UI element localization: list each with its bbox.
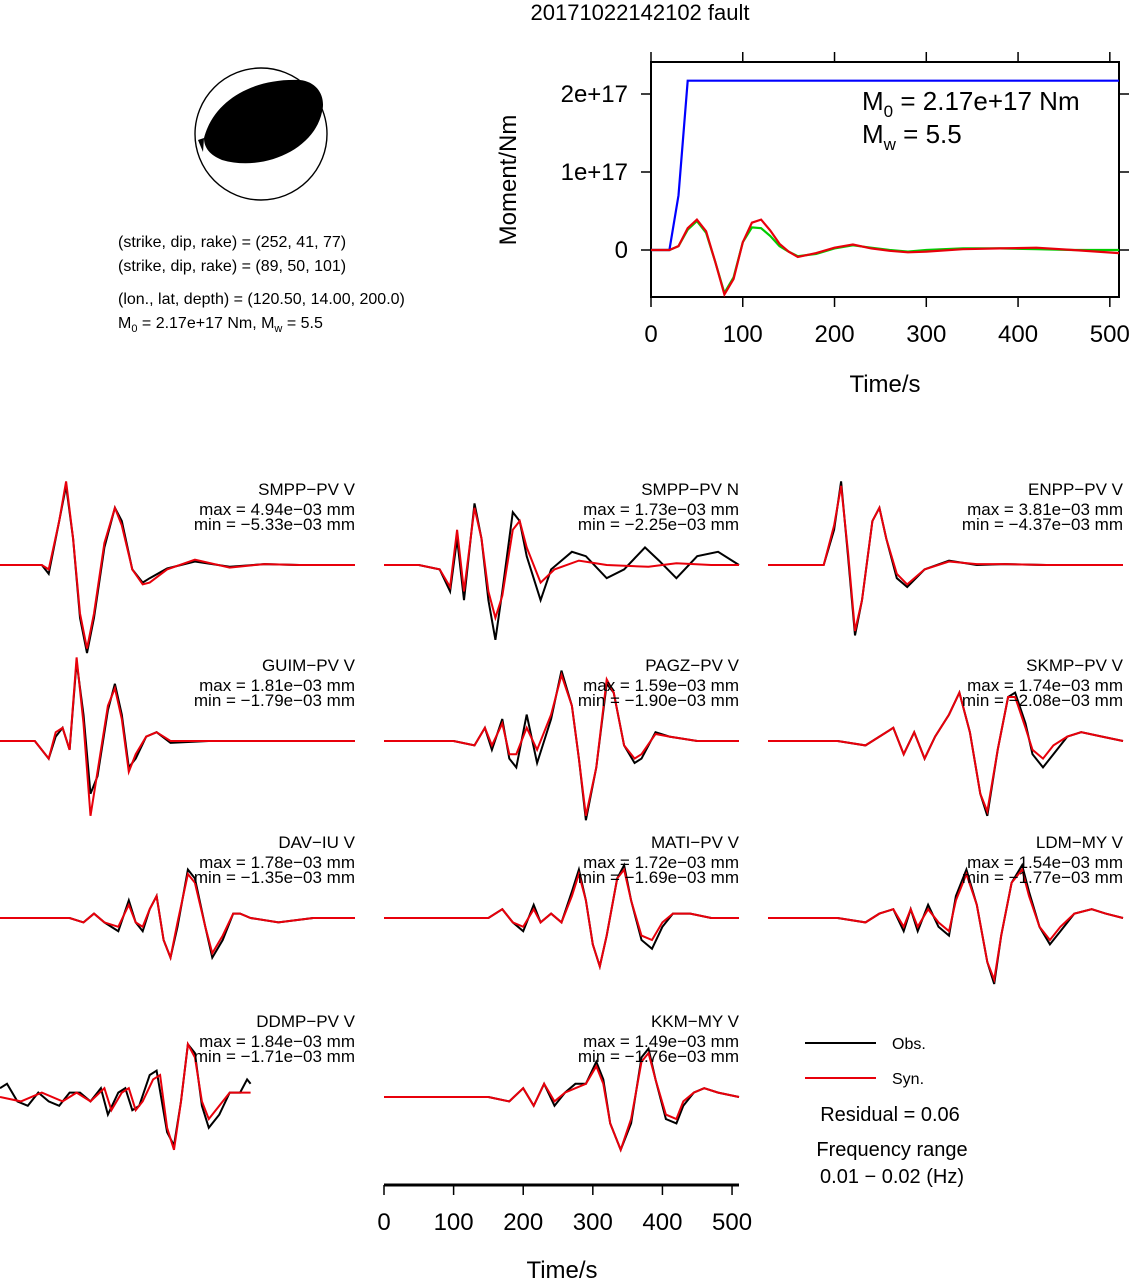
frequency-range-title: Frequency range xyxy=(816,1139,967,1161)
moment-rate-plot: 0 100 200 300 400 500 0 1e+17 2e+17 Moment/Nm Ti… xyxy=(495,52,1130,398)
legend-obs-label: Obs. xyxy=(892,1036,926,1053)
station-name: ENPP−PV V xyxy=(1028,480,1124,499)
station-min: min = −1.69e−03 mm xyxy=(578,868,739,887)
plane2-text: (strike, dip, rake) = (89, 50, 101) xyxy=(118,258,346,275)
station-min: min = −1.35e−03 mm xyxy=(194,868,355,887)
beachball-compression-sliver xyxy=(198,138,204,152)
station-min: min = −2.25e−03 mm xyxy=(578,515,739,534)
time-axis-tick-label: 0 xyxy=(377,1209,390,1236)
stf-y-tick-label: 1e+17 xyxy=(561,159,628,186)
station-min: min = −4.37e−03 mm xyxy=(962,515,1123,534)
station-name: MATI−PV V xyxy=(651,833,740,852)
beachball xyxy=(194,67,328,201)
synthetic-trace xyxy=(768,867,1124,984)
synthetic-trace xyxy=(384,671,739,817)
station-name: DAV−IU V xyxy=(278,833,355,852)
station-min: min = −1.90e−03 mm xyxy=(578,691,739,710)
legend-syn-label: Syn. xyxy=(892,1071,924,1088)
stf-mw-annotation: Mw = 5.5 xyxy=(862,119,962,154)
station-name: GUIM−PV V xyxy=(262,656,356,675)
moment-magnitude-text: M0 = 2.17e+17 Nm, Mw = 5.5 xyxy=(118,315,323,335)
station-max: max = 1.72e−03 mm xyxy=(583,853,739,872)
stf-series-stf_red xyxy=(651,217,1120,298)
time-axis-tick-label: 200 xyxy=(503,1209,543,1236)
station-max: max = 4.94e−03 mm xyxy=(199,500,355,519)
stf-series-group xyxy=(651,79,1120,298)
observed-trace xyxy=(768,689,1124,817)
synthetic-trace xyxy=(768,689,1124,816)
station-name: SKMP−PV V xyxy=(1026,656,1124,675)
synthetic-trace xyxy=(0,1040,251,1151)
residual-text: Residual = 0.06 xyxy=(820,1104,960,1126)
stf-axis-ticks: 0 100 200 300 400 500 0 1e+17 2e+17 xyxy=(561,52,1130,348)
time-axis-tick-label: 100 xyxy=(434,1209,474,1236)
stf-m0-annotation: M0 = 2.17e+17 Nm xyxy=(862,86,1080,121)
stf-x-tick-label: 200 xyxy=(815,321,855,348)
station-max: max = 1.54e−03 mm xyxy=(967,853,1123,872)
plane1-text: (strike, dip, rake) = (252, 41, 77) xyxy=(118,234,346,251)
synthetic-trace xyxy=(384,867,739,971)
station-name: SMPP−PV N xyxy=(641,480,739,499)
synthetic-trace xyxy=(0,657,355,816)
stf-plot-frame xyxy=(650,61,1120,298)
stf-y-axis-label: Moment/Nm xyxy=(495,115,522,246)
station-min: min = −5.33e−03 mm xyxy=(194,515,355,534)
time-axis-tick-label: 300 xyxy=(573,1209,613,1236)
station-name: SMPP−PV V xyxy=(258,480,356,499)
synthetic-trace xyxy=(384,1050,740,1153)
legend: Obs. Syn. xyxy=(805,1036,926,1088)
stf-y-tick-label: 2e+17 xyxy=(561,81,628,108)
stf-x-tick-label: 100 xyxy=(723,321,763,348)
stf-x-tick-label: 300 xyxy=(906,321,946,348)
figure-title: 20171022142102 fault xyxy=(531,0,750,25)
station-max: max = 3.81e−03 mm xyxy=(967,500,1123,519)
stf-x-tick-label: 500 xyxy=(1090,321,1130,348)
station-name: PAGZ−PV V xyxy=(645,656,739,675)
waveform-time-axis: 0 100 200 300 400 500 xyxy=(377,1183,752,1236)
station-min: min = −1.79e−03 mm xyxy=(194,691,355,710)
beachball-compression-quadrant xyxy=(204,79,324,164)
station-max: max = 1.84e−03 mm xyxy=(199,1032,355,1051)
station-name: LDM−MY V xyxy=(1036,833,1124,852)
time-axis-tick-label: 400 xyxy=(642,1209,682,1236)
station-max: max = 1.73e−03 mm xyxy=(583,500,739,519)
frequency-range-value: 0.01 − 0.02 (Hz) xyxy=(820,1166,964,1188)
station-min: min = −1.71e−03 mm xyxy=(194,1047,355,1066)
station-max: max = 1.74e−03 mm xyxy=(967,676,1123,695)
station-max: max = 1.81e−03 mm xyxy=(199,676,355,695)
station-name: KKM−MY V xyxy=(651,1012,740,1031)
stf-x-tick-label: 0 xyxy=(644,321,657,348)
stf-y-tick-label: 0 xyxy=(615,237,628,264)
synthetic-trace xyxy=(384,507,739,622)
station-max: max = 1.49e−03 mm xyxy=(583,1032,739,1051)
station-min: min = −2.08e−03 mm xyxy=(962,691,1123,710)
synthetic-trace xyxy=(0,871,355,962)
station-min: min = −1.77e−03 mm xyxy=(962,868,1123,887)
station-max: max = 1.59e−03 mm xyxy=(583,676,739,695)
synthetic-trace xyxy=(768,485,1123,632)
station-max: max = 1.78e−03 mm xyxy=(199,853,355,872)
waveform-x-axis-label: Time/s xyxy=(526,1257,597,1281)
location-text: (lon., lat, depth) = (120.50, 14.00, 200… xyxy=(118,291,405,308)
time-axis-tick-label: 500 xyxy=(712,1209,752,1236)
stf-x-axis-label: Time/s xyxy=(849,371,920,398)
stf-x-tick-label: 400 xyxy=(998,321,1038,348)
synthetic-trace xyxy=(0,481,355,649)
station-min: min = −1.76e−03 mm xyxy=(578,1047,739,1066)
station-name: DDMP−PV V xyxy=(256,1012,355,1031)
